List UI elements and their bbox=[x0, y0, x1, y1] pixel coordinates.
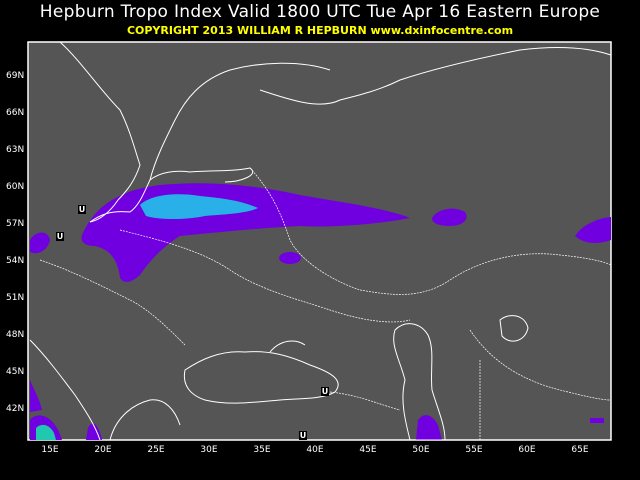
lat-label: 42N bbox=[6, 404, 24, 414]
finland-coast bbox=[149, 62, 331, 181]
cyan-region-sw bbox=[36, 424, 56, 440]
lon-label: 15E bbox=[41, 445, 58, 455]
lon-label: 35E bbox=[253, 445, 270, 455]
lon-label: 50E bbox=[412, 445, 429, 455]
baltic-coast bbox=[89, 167, 253, 223]
scandinavia-coast bbox=[59, 41, 141, 223]
marker-u: U bbox=[322, 387, 329, 396]
aegean-coast bbox=[109, 399, 181, 441]
lat-label: 45N bbox=[6, 367, 24, 377]
lon-label: 60E bbox=[518, 445, 535, 455]
lat-label: 60N bbox=[6, 182, 24, 192]
purple-region-far-east bbox=[575, 217, 611, 243]
tropo-index-regions bbox=[30, 183, 611, 440]
map-title: Hepburn Tropo Index Valid 1800 UTC Tue A… bbox=[39, 2, 601, 22]
purple-region-italy bbox=[30, 380, 42, 412]
purple-region-small bbox=[279, 252, 301, 264]
purple-region-se bbox=[590, 418, 604, 423]
coastlines bbox=[29, 41, 612, 441]
lat-label: 66N bbox=[6, 108, 24, 118]
marker-u: U bbox=[57, 232, 64, 241]
lat-labels: 69N 66N 63N 60N 57N 54N 51N 48N 45N 42N bbox=[6, 71, 24, 414]
lon-label: 25E bbox=[147, 445, 164, 455]
lat-label: 48N bbox=[6, 330, 24, 340]
lat-label: 69N bbox=[6, 71, 24, 81]
white-sea-coast bbox=[259, 47, 612, 105]
lon-label: 20E bbox=[94, 445, 111, 455]
marker-u: U bbox=[300, 431, 307, 440]
markers: U U U U bbox=[56, 205, 329, 440]
cyan-region-main bbox=[140, 194, 258, 219]
purple-region-east bbox=[432, 208, 467, 226]
black-sea-coast bbox=[183, 351, 339, 404]
marker-u: U bbox=[79, 205, 86, 214]
purple-region-caspian bbox=[416, 415, 442, 440]
lat-label: 51N bbox=[6, 293, 24, 303]
lon-label: 40E bbox=[306, 445, 323, 455]
copyright-line: COPYRIGHT 2013 WILLIAM R HEPBURN www.dxi… bbox=[126, 24, 514, 37]
lat-label: 57N bbox=[6, 219, 24, 229]
lon-label: 45E bbox=[359, 445, 376, 455]
lat-label: 54N bbox=[6, 256, 24, 266]
purple-region-west bbox=[30, 232, 50, 254]
lon-label: 55E bbox=[465, 445, 482, 455]
borders bbox=[39, 167, 612, 440]
lon-labels: 15E 20E 25E 30E 35E 40E 45E 50E 55E 60E … bbox=[41, 445, 588, 455]
lat-label: 63N bbox=[6, 145, 24, 155]
adriatic-coast bbox=[29, 339, 101, 441]
caspian-coast bbox=[393, 323, 446, 441]
aral-coast bbox=[499, 315, 529, 342]
lon-label: 30E bbox=[200, 445, 217, 455]
azov-coast bbox=[269, 340, 306, 353]
lon-label: 65E bbox=[571, 445, 588, 455]
